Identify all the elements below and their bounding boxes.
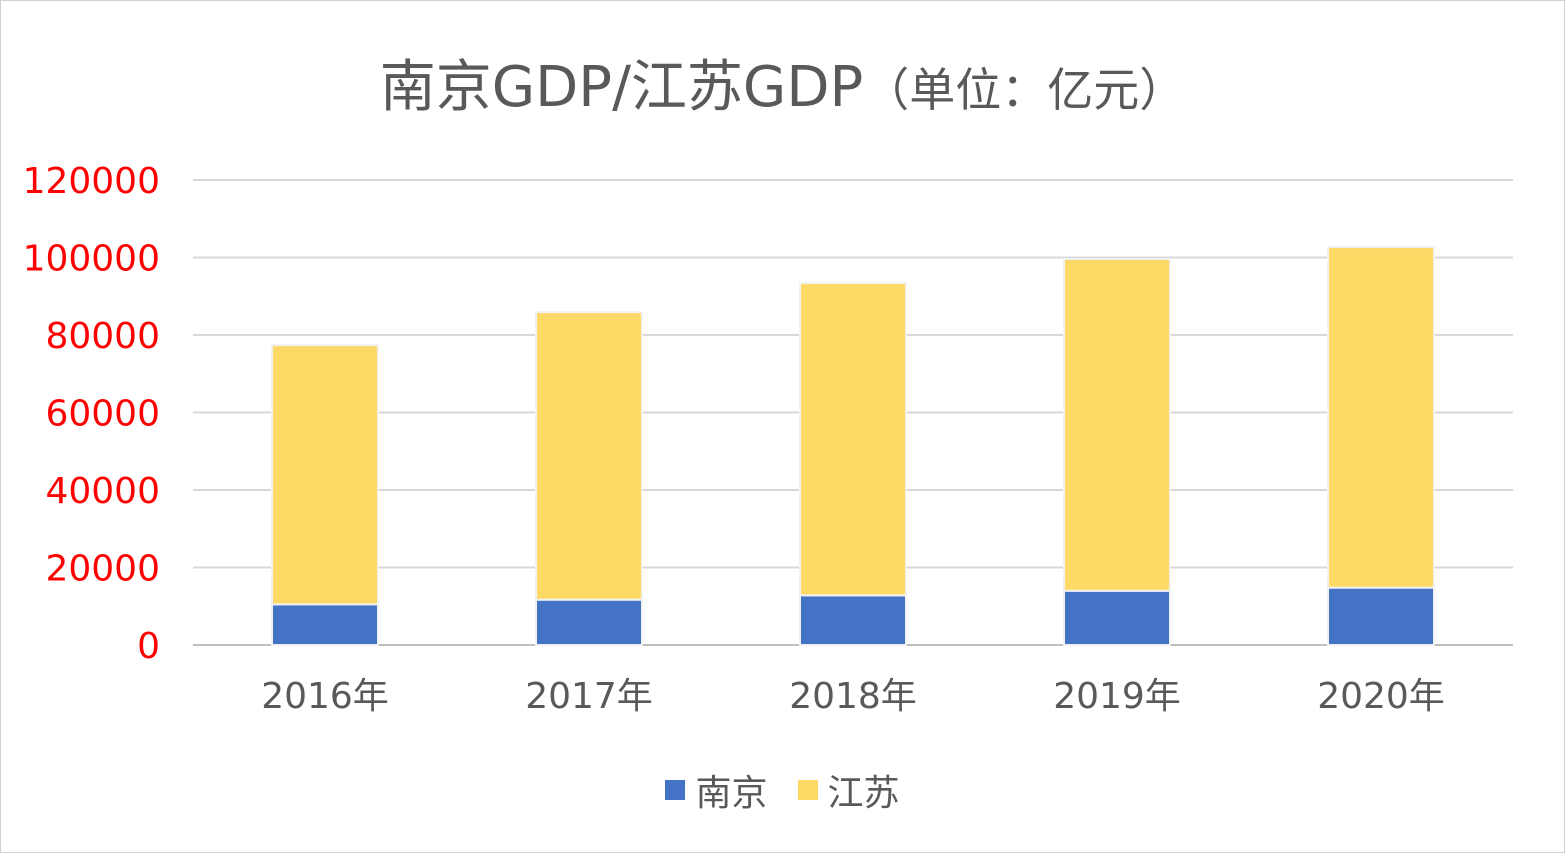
y-tick-label: 0 — [137, 626, 160, 667]
bar-jiangsu-3 — [1063, 258, 1171, 592]
chart-title-main: 南京GDP/江苏GDP — [379, 55, 864, 120]
bar-jiangsu-1 — [535, 311, 643, 601]
x-tick-label: 2018年 — [789, 676, 917, 717]
y-tick-label: 40000 — [45, 471, 160, 512]
chart-title: 南京GDP/江苏GDP（单位：亿元） — [0, 42, 1565, 123]
legend-label-jiangsu: 江苏 — [827, 773, 900, 814]
y-tick-label: 120000 — [23, 161, 160, 202]
bar-nanjing-2 — [799, 594, 907, 647]
bar-jiangsu-4 — [1327, 246, 1435, 589]
x-tick-label: 2020年 — [1317, 676, 1445, 717]
bar-jiangsu-2 — [799, 282, 907, 597]
bar-nanjing-3 — [1063, 589, 1171, 646]
legend: 南京 江苏 — [0, 764, 1565, 816]
y-tick-label: 60000 — [45, 394, 160, 435]
x-tick-label: 2016年 — [261, 676, 389, 717]
bar-nanjing-0 — [271, 603, 379, 646]
legend-item-nanjing: 南京 — [665, 764, 768, 816]
legend-swatch-jiangsu — [797, 780, 818, 800]
bar-nanjing-1 — [535, 598, 643, 646]
legend-label-nanjing: 南京 — [695, 773, 768, 814]
bar-nanjing-4 — [1327, 586, 1435, 647]
y-tick-label: 100000 — [23, 239, 160, 280]
y-tick-label: 20000 — [45, 549, 160, 590]
bar-jiangsu-0 — [271, 344, 379, 606]
x-tick-label: 2019年 — [1053, 676, 1181, 717]
y-tick-label: 80000 — [45, 316, 160, 357]
x-tick-label: 2017年 — [525, 676, 653, 717]
chart-title-unit: （单位：亿元） — [863, 63, 1186, 117]
legend-swatch-nanjing — [665, 780, 686, 800]
legend-item-jiangsu: 江苏 — [797, 764, 900, 816]
